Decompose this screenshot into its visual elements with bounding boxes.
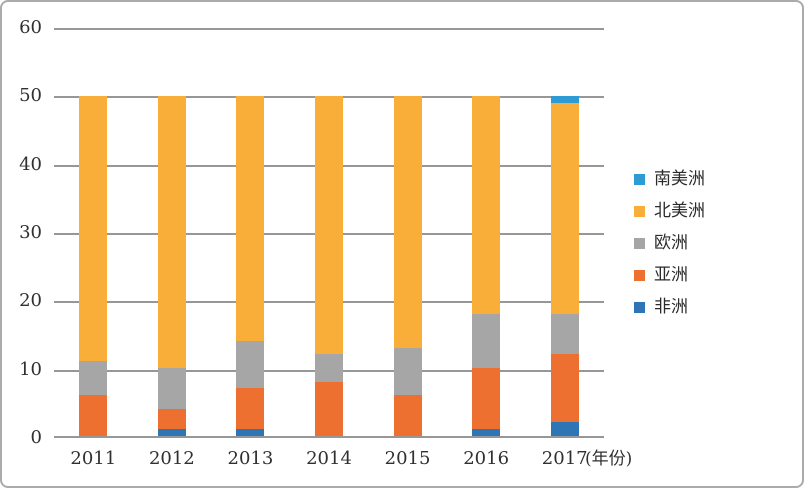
legend-item: 非洲 — [634, 297, 705, 317]
x-axis-line — [54, 436, 604, 438]
bar-column — [315, 28, 343, 436]
bar-segment — [315, 381, 343, 436]
bar-segment — [393, 347, 422, 396]
x-tick-label: 2012 — [148, 448, 195, 469]
bar-segment — [79, 361, 108, 396]
bar-segment — [393, 395, 422, 436]
y-tick-label: 40 — [19, 153, 42, 175]
bar-segment — [315, 354, 343, 382]
legend-swatch-icon — [634, 173, 645, 185]
bar-segment — [472, 368, 501, 430]
x-tick-label: 2017 — [541, 448, 588, 469]
legend: 南美洲北美洲欧洲亚洲非洲 — [634, 169, 705, 317]
y-tick-label: 60 — [19, 17, 42, 38]
bar-segment — [472, 429, 501, 436]
legend-label: 北美洲 — [654, 201, 705, 221]
legend-swatch-icon — [634, 237, 645, 249]
legend-swatch-icon — [634, 301, 645, 313]
x-tick-label: 2013 — [227, 448, 274, 469]
bar-segment — [236, 340, 265, 389]
bar-segment — [472, 96, 501, 314]
gridline — [54, 28, 604, 30]
legend-swatch-icon — [634, 205, 645, 217]
plot-area: (年份) 0 10 20 30 40 50 60 2011 2012 2013 2014 2015 20… — [19, 19, 632, 470]
x-tick-label: 2016 — [463, 448, 510, 469]
bar-segment — [157, 96, 186, 369]
legend-label: 南美洲 — [654, 169, 705, 189]
legend-label: 非洲 — [654, 297, 688, 317]
legend-item: 欧洲 — [634, 233, 705, 253]
legend-item: 南美洲 — [634, 169, 705, 189]
x-tick-label: 2015 — [384, 448, 431, 469]
bar-segment — [550, 422, 579, 436]
bar-segment — [157, 368, 186, 409]
y-tick-label: 20 — [19, 290, 42, 312]
bar-segment — [550, 313, 579, 355]
bar-segment — [157, 429, 186, 436]
bar-column — [472, 28, 501, 436]
y-tick-label: 50 — [19, 85, 42, 107]
legend-label: 欧洲 — [654, 233, 688, 253]
bar-column — [79, 28, 108, 436]
x-tick-label: 2011 — [70, 448, 117, 469]
bar-segment — [236, 96, 265, 341]
legend-label: 亚洲 — [654, 265, 688, 285]
legend-item: 北美洲 — [634, 201, 705, 221]
bar-segment — [236, 429, 265, 436]
bar-column — [236, 28, 265, 436]
legend-swatch-icon — [634, 269, 645, 281]
bar-segment — [79, 395, 108, 436]
legend-item: 亚洲 — [634, 265, 705, 285]
bar-segment — [550, 96, 579, 103]
x-tick-label: 2014 — [306, 448, 352, 469]
bar-segment — [393, 96, 422, 348]
bar-column — [393, 28, 422, 436]
y-tick-label: 0 — [30, 427, 42, 448]
x-axis-unit-label: (年份) — [585, 449, 633, 469]
bar-segment — [550, 102, 579, 314]
bar-column — [157, 28, 186, 436]
bar-segment — [236, 388, 265, 430]
bar-segment — [79, 96, 108, 362]
y-tick-label: 30 — [19, 222, 42, 243]
bar-segment — [472, 313, 501, 369]
bar-segment — [157, 408, 186, 430]
bar-segment — [315, 96, 343, 355]
y-tick-label: 10 — [19, 358, 42, 380]
bar-segment — [550, 354, 579, 423]
bar-column — [550, 28, 579, 436]
